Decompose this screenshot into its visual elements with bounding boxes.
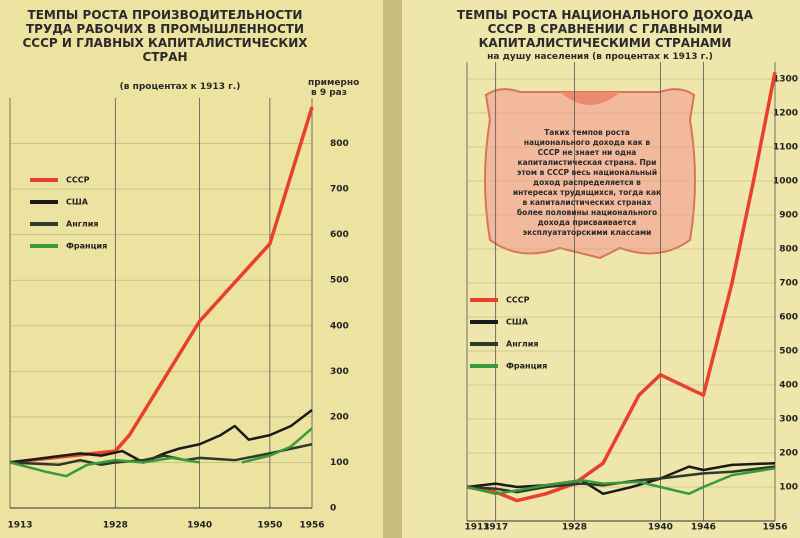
y-tick-label: 200 bbox=[330, 412, 349, 422]
y-tick-label: 500 bbox=[330, 276, 349, 286]
series-line bbox=[241, 427, 313, 464]
y-tick-label: 300 bbox=[330, 367, 349, 377]
series-line bbox=[9, 456, 200, 478]
y-tick-label: 500 bbox=[779, 347, 798, 357]
note: Таких темпов роста национального дохода … bbox=[512, 128, 662, 237]
y-tick-label: 800 bbox=[779, 245, 798, 255]
series-line bbox=[9, 106, 314, 465]
series-line bbox=[466, 71, 777, 503]
x-tick-label: 1940 bbox=[187, 521, 212, 531]
subtitle-right: на душу населения (в процентах к 1913 г.… bbox=[487, 52, 713, 62]
y-tick-label: 100 bbox=[330, 458, 349, 468]
y-tick-label: 700 bbox=[330, 185, 349, 195]
y-tick-label: 300 bbox=[779, 415, 798, 425]
legend-label: Франция bbox=[506, 362, 547, 371]
x-tick-label: 1956 bbox=[299, 521, 324, 531]
series-line bbox=[9, 443, 313, 466]
y-tick-label: 700 bbox=[779, 279, 798, 289]
left-page bbox=[0, 0, 385, 538]
legend-label: Англия bbox=[66, 220, 99, 229]
annotation: примерно в 9 раз bbox=[308, 78, 360, 98]
subtitle-left: (в процентах к 1913 г.) bbox=[119, 82, 241, 92]
x-tick-label: 1928 bbox=[103, 521, 128, 531]
y-tick-label: 100 bbox=[779, 483, 798, 493]
y-tick-label: 800 bbox=[330, 139, 349, 149]
legend-label: США bbox=[66, 198, 89, 207]
gutter bbox=[383, 0, 402, 538]
x-tick-label: 1940 bbox=[648, 523, 673, 533]
x-tick-label: 1956 bbox=[762, 523, 787, 533]
x-tick-label: 1917 bbox=[483, 523, 508, 533]
legend-label: Франция bbox=[66, 242, 107, 251]
title-right: ТЕМПЫ РОСТА НАЦИОНАЛЬНОГО ДОХОДА СССР В … bbox=[456, 8, 754, 50]
legend-label: СССР bbox=[506, 296, 530, 305]
y-tick-label: 0 bbox=[330, 504, 336, 514]
y-tick-label: 1300 bbox=[773, 75, 798, 85]
note-frame bbox=[484, 88, 696, 260]
title-left: ТЕМПЫ РОСТА ПРОИЗВОДИТЕЛЬНОСТИ ТРУДА РАБ… bbox=[22, 8, 308, 64]
x-tick-label: 1913 bbox=[7, 521, 32, 531]
series-line bbox=[466, 461, 776, 496]
y-tick-label: 600 bbox=[779, 313, 798, 323]
y-tick-label: 1000 bbox=[773, 177, 798, 187]
y-tick-label: 600 bbox=[330, 230, 349, 240]
legend-label: СССР bbox=[66, 176, 90, 185]
x-tick-label: 1913 bbox=[464, 523, 489, 533]
ornament bbox=[560, 92, 620, 105]
series-line bbox=[466, 467, 776, 496]
y-tick-label: 1200 bbox=[773, 109, 798, 119]
right-page bbox=[400, 0, 800, 538]
y-tick-label: 400 bbox=[779, 381, 798, 391]
series-line bbox=[9, 409, 313, 464]
legend-label: США bbox=[506, 318, 529, 327]
y-tick-label: 1100 bbox=[773, 143, 798, 153]
y-tick-label: 200 bbox=[779, 449, 798, 459]
y-tick-label: 900 bbox=[779, 211, 798, 221]
x-tick-label: 1928 bbox=[562, 523, 587, 533]
x-tick-label: 1946 bbox=[691, 523, 716, 533]
x-tick-label: 1950 bbox=[257, 521, 282, 531]
legend-label: Англия bbox=[506, 340, 539, 349]
y-tick-label: 400 bbox=[330, 321, 349, 331]
